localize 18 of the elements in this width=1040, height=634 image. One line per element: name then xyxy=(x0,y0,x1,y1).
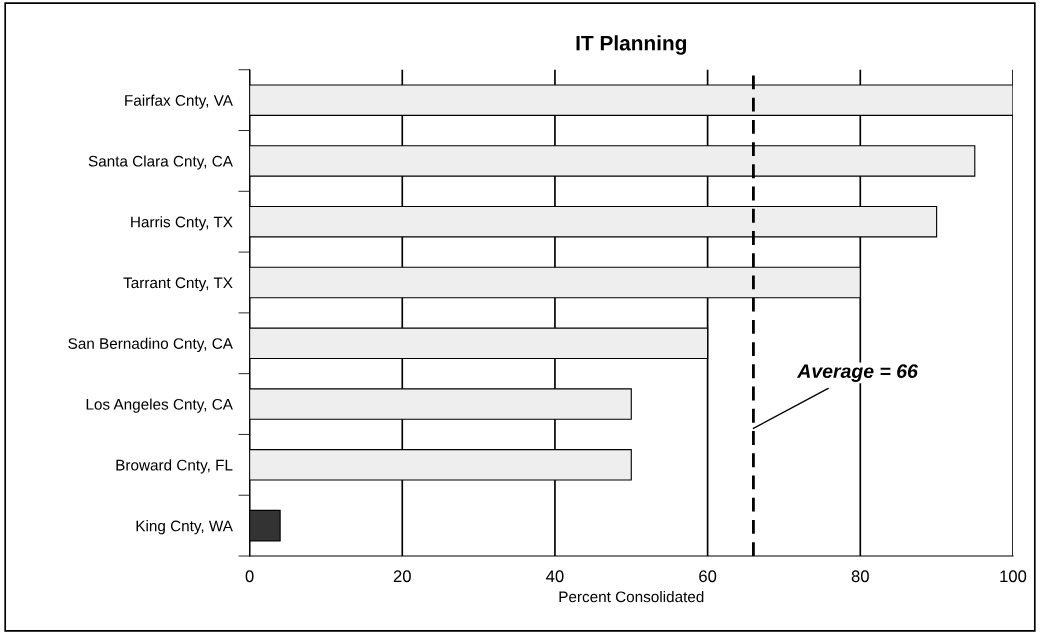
x-tick-label: 80 xyxy=(851,570,869,583)
y-tick-label: Fairfax Cnty, VA xyxy=(125,94,233,109)
ref-line-label: Average = 66 xyxy=(796,364,918,382)
y-tick-label: San Bernadino Cnty, CA xyxy=(68,337,233,352)
x-tick-label: 20 xyxy=(393,570,411,583)
x-tick-label: 40 xyxy=(546,570,564,583)
y-tick-label: Los Angeles Cnty, CA xyxy=(86,398,233,413)
x-tick-label: 100 xyxy=(1000,570,1027,583)
x-axis-title: Percent Consolidated xyxy=(559,591,704,603)
y-tick-label: King Cnty, WA xyxy=(136,520,233,535)
y-tick-label: Tarrant Cnty, TX xyxy=(123,277,233,292)
bar xyxy=(249,509,281,542)
y-tick-label: Harris Cnty, TX xyxy=(131,216,233,231)
chart-title: IT Planning xyxy=(576,35,687,55)
y-tick-label: Santa Clara Cnty, CA xyxy=(88,155,233,170)
x-tick-label: 0 xyxy=(245,570,254,583)
y-tick-label: Broward Cnty, FL xyxy=(116,459,233,474)
x-tick-label: 60 xyxy=(699,570,717,583)
